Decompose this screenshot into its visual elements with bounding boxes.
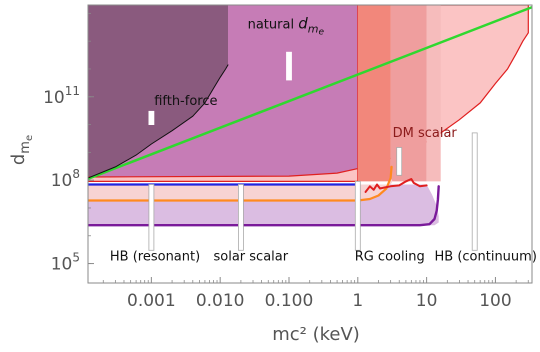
- y-axis-title: dme: [8, 135, 35, 165]
- x-tick-label: 10: [416, 291, 438, 311]
- label-pointer-5: [471, 132, 478, 251]
- x-tick-label: 0.100: [265, 291, 314, 311]
- y-axis-title-main: d: [8, 154, 29, 165]
- x-tick-label: 100: [479, 291, 511, 311]
- annotation-hb-continuum: HB (continuum): [435, 249, 537, 264]
- label-pointer-0: [148, 110, 155, 126]
- region-band-3: [426, 5, 441, 182]
- y-tick-label: 1011: [43, 84, 80, 108]
- region-rg-cooling-band: [357, 5, 391, 182]
- annotation-rg-cooling: RG cooling: [355, 249, 425, 264]
- y-tick-label: 105: [51, 251, 80, 275]
- y-tick-label: 108: [51, 167, 80, 191]
- series-fifth-force-boundary: [88, 64, 229, 179]
- label-pointer-2: [148, 184, 155, 251]
- regions-layer: [88, 5, 529, 226]
- region-natural: [88, 5, 358, 182]
- series-hb-resonant: [88, 185, 440, 227]
- series-layer: [88, 5, 532, 227]
- pointer-layer: [148, 51, 478, 251]
- svg-text:dme: dme: [8, 135, 35, 165]
- label-pointer-6: [396, 147, 403, 176]
- region-band-2: [390, 5, 427, 182]
- x-tick-label: 1: [352, 291, 363, 311]
- x-tick-label: 0.001: [127, 291, 176, 311]
- annotation-solar-scalar: solar scalar: [214, 249, 289, 264]
- x-tick-label: 0.010: [196, 291, 245, 311]
- labels-layer: fifth-force natural dme DM scalar HB (reson…: [110, 15, 537, 265]
- region-fifth-force: [88, 5, 228, 178]
- label-pointer-4: [354, 180, 361, 251]
- annotation-hb-resonant: HB (resonant): [110, 249, 200, 264]
- annotation-natural: natural dme: [248, 15, 325, 38]
- y-axis-title-subsub: e: [24, 135, 35, 141]
- label-pointer-1: [286, 51, 292, 81]
- ticks-layer: 0.001 0.010 0.100 1 10 100 105 108 1011: [43, 12, 529, 311]
- annotation-dm-scalar: DM scalar: [393, 126, 458, 141]
- label-pointer-3: [237, 184, 244, 251]
- x-axis-title: mc² (keV): [272, 324, 360, 345]
- series-natural: [88, 5, 532, 181]
- series-dm-scalar: [364, 178, 428, 193]
- annotation-fifth-force: fifth-force: [154, 94, 217, 109]
- y-axis-title-sub: m: [18, 141, 33, 154]
